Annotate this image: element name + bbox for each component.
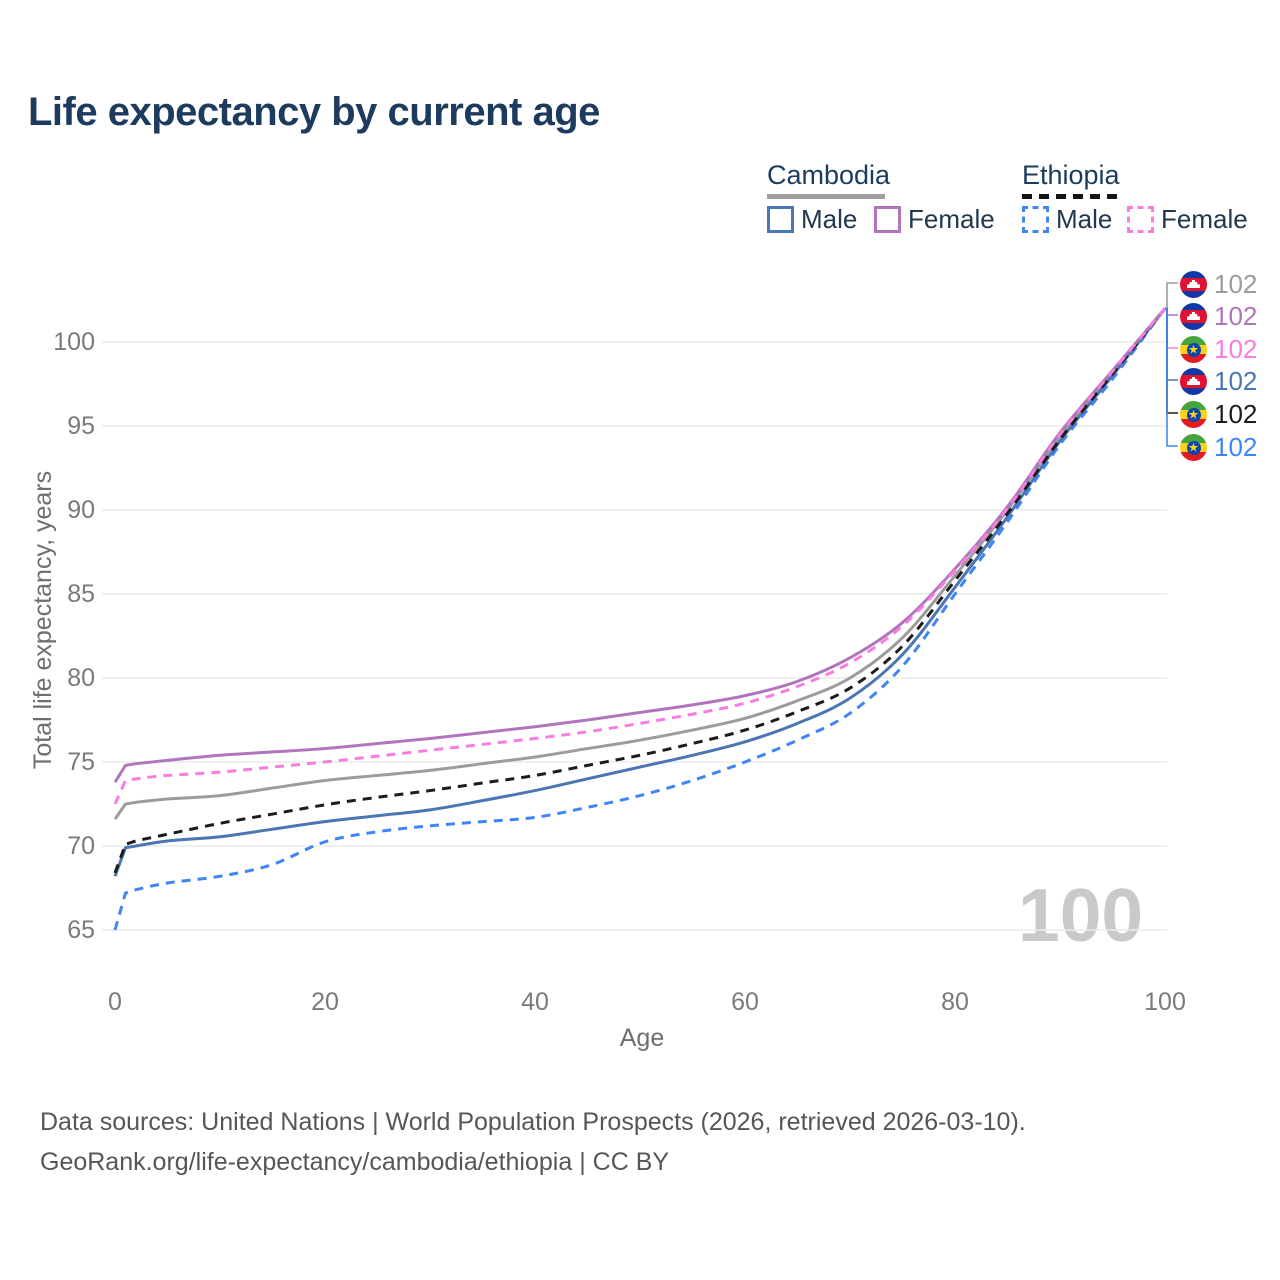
end-value: 102 [1214,399,1258,429]
series-line-ethiopia-female [113,307,1167,805]
end-label-ethiopia-female: 102 [1180,334,1257,365]
legend-item-label: Female [1161,204,1248,234]
legend-item-label: Male [801,204,858,234]
end-label-ethiopia-male: 102 [1180,432,1257,463]
end-label-ethiopia-both: 102 [1180,399,1257,430]
legend-item-label: Female [908,204,995,234]
end-value: 102 [1214,269,1258,299]
end-value: 102 [1214,334,1258,364]
legend-ethiopia-underline [1022,194,1118,199]
legend-group-ethiopia: Ethiopia [1022,160,1120,199]
ethiopia-male-swatch-icon [1022,206,1049,233]
cambodia-flag-icon [1180,271,1207,298]
chart-title: Life expectancy by current age [28,90,600,134]
end-label-cambodia-male: 102 [1180,366,1257,397]
y-tick-label: 100 [53,328,95,356]
cambodia-male-swatch-icon [767,206,794,233]
ethiopia-flag-icon [1180,434,1207,461]
series-line-cambodia-female [113,307,1167,783]
legend-item-ethiopia-male[interactable]: Male [1022,204,1112,235]
x-tick-label: 80 [941,988,969,1016]
x-axis-title: Age [619,1024,665,1052]
ethiopia-flag-icon [1180,401,1207,428]
end-label-cambodia-female: 102 [1180,301,1257,332]
x-tick-label: 20 [311,988,339,1016]
series-line-ethiopia-both-sexes [113,307,1167,874]
y-tick-label: 70 [67,832,95,860]
leader-line [1165,282,1178,310]
end-label-cambodia-both: 102 [1180,269,1257,300]
y-tick-label: 85 [67,580,95,608]
ethiopia-female-swatch-icon [1127,206,1154,233]
y-tick-label: 75 [67,748,95,776]
cambodia-flag-icon [1180,303,1207,330]
y-tick-label: 90 [67,496,95,524]
legend-item-cambodia-female[interactable]: Female [874,204,995,235]
ethiopia-flag-icon [1180,336,1207,363]
x-tick-label: 100 [1144,988,1186,1016]
end-value: 102 [1214,301,1258,331]
y-tick-label: 95 [67,412,95,440]
legend-cambodia-underline [767,194,885,199]
legend-item-cambodia-male[interactable]: Male [767,204,857,235]
x-tick-label: 40 [521,988,549,1016]
series-line-ethiopia-male [113,307,1167,931]
cambodia-female-swatch-icon [874,206,901,233]
x-tick-label: 0 [108,988,122,1016]
series-line-cambodia-both-sexes [113,307,1167,820]
attribution-note: GeoRank.org/life-expectancy/cambodia/eth… [40,1148,670,1176]
x-tick-label: 60 [731,988,759,1016]
legend-item-label: Male [1056,204,1113,234]
end-value: 102 [1214,366,1258,396]
end-value: 102 [1214,432,1258,462]
legend-item-ethiopia-female[interactable]: Female [1127,204,1248,235]
age-watermark: 100 [1018,873,1144,957]
legend-group-cambodia: Cambodia [767,160,890,199]
series-line-cambodia-male [113,307,1167,877]
legend-ethiopia-label: Ethiopia [1022,160,1120,190]
data-source-note: Data sources: United Nations | World Pop… [40,1108,1026,1136]
leader-line [1165,307,1178,447]
legend-cambodia-label: Cambodia [767,160,891,190]
y-tick-label: 80 [67,664,95,692]
cambodia-flag-icon [1180,368,1207,395]
y-tick-label: 65 [67,916,95,944]
